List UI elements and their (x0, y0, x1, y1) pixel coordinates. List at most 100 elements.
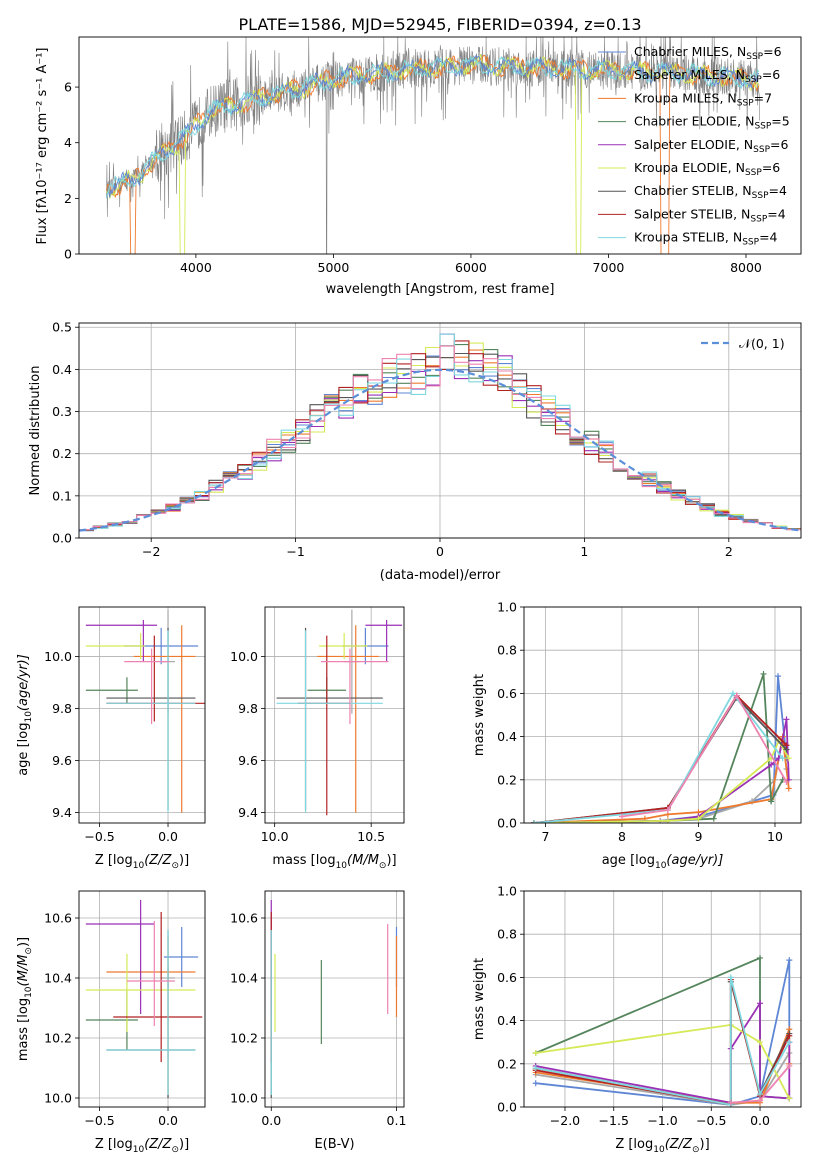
data-point-marker (768, 798, 775, 805)
data-point-marker (695, 815, 702, 822)
plot-area-spectrum (106, 37, 760, 254)
x-tick-label: 8 (618, 829, 626, 844)
x-tick-label: 10.5 (357, 829, 385, 844)
grid-age_vs_mass (265, 607, 404, 823)
x-tick-label: 1 (580, 544, 588, 559)
y-tick-label: 10.4 (44, 971, 72, 986)
panel-massweight_vs_age: 7 8 9 10 0.0 0.2 0.4 0.6 0.8 1.0 mass weight age [l… (472, 600, 802, 871)
x-tick-label: −0.5 (84, 829, 114, 844)
axes-frame (264, 890, 405, 1108)
errorbar-point-salpeter_stelib (113, 912, 203, 1062)
y-tick-label: 1.0 (497, 600, 517, 615)
grid-mass_vs_ebv (265, 891, 404, 1107)
y-tick-label: 0.4 (497, 1013, 517, 1028)
panel-age_vs_Z: −0.5 0.0 9.4 9.6 9.8 10.0 Z [log10(Z/Z⊙)] age [… (16, 606, 206, 871)
y-axis-label: Normed distribution (28, 366, 43, 496)
plot-area-mass_vs_ebv (270, 900, 398, 1098)
plot-area-residuals (79, 333, 801, 532)
y-tick-label: 10.4 (230, 971, 258, 986)
x-tick-label: 0.0 (158, 1113, 178, 1128)
y-tick-label: 0.0 (497, 1100, 517, 1115)
errorbar-point-kroupa_stelib (106, 930, 196, 1095)
panel-age_vs_mass: 10.0 10.5 9.4 9.6 9.8 10.0 mass [log10(M/M⊙)] (230, 606, 405, 871)
y-tick-label: 0.2 (497, 1056, 517, 1071)
y-tick-label: 10.0 (44, 649, 72, 664)
x-tick-label: 6000 (455, 260, 487, 275)
data-point-marker (786, 1062, 793, 1069)
axes-frame (264, 606, 405, 824)
grid-massweight_vs_age (524, 606, 801, 824)
panel-mass_vs_Z: −0.5 0.0 10.0 10.2 10.4 10.6 Z [log10(Z/Z⊙)] ma… (16, 890, 206, 1155)
x-tick-label: 0.0 (750, 1113, 770, 1128)
data-point-marker (786, 1032, 793, 1039)
x-tick-label: 7000 (593, 260, 625, 275)
y-tick-label: 0.0 (497, 816, 517, 831)
y-tick-label: 0.0 (52, 531, 72, 546)
y-tick-label: 10.6 (44, 911, 72, 926)
errorbar-point-kroupa_miles (133, 625, 196, 813)
y-tick-label: 0.1 (52, 488, 72, 503)
data-point-marker (532, 1050, 539, 1056)
errorbar-point-kroupa_stelib (106, 630, 196, 813)
data-point-marker (727, 1099, 734, 1106)
y-tick-label: 0.6 (497, 970, 517, 985)
errorbar-point-pink (320, 648, 389, 725)
y-tick-label: 9.6 (52, 753, 72, 768)
legend-label: Chabrier STELIB, NSSP=4 (634, 183, 787, 201)
errorbar-point-kroupa_elodie (85, 954, 196, 1032)
plot-area-mass_vs_Z (85, 900, 203, 1098)
y-tick-label: 9.6 (238, 753, 258, 768)
model-spectrum-kroupa_miles (106, 54, 760, 254)
y-tick-label: 10.0 (230, 649, 258, 664)
y-axis-label: age [log10(age/yr)] (16, 654, 34, 776)
data-point-marker (757, 1091, 764, 1098)
data-point-marker (618, 813, 625, 820)
data-point-marker (757, 1039, 764, 1046)
legend-label: Salpeter ELODIE, NSSP=6 (634, 137, 789, 155)
x-axis-label: wavelength [Angstrom, rest frame] (326, 282, 555, 297)
y-tick-label: 1.0 (497, 884, 517, 899)
series-line-kroupa_stelib (533, 691, 784, 823)
data-point-marker (530, 820, 537, 823)
x-tick-label: 7 (541, 829, 549, 844)
axes-frame (78, 606, 206, 824)
data-point-marker (779, 755, 786, 762)
x-tick-label: 9 (694, 829, 702, 844)
y-tick-label: 0.4 (52, 362, 72, 377)
errorbar-point-salpeter_elodie (85, 620, 158, 662)
x-tick-label: 8000 (730, 260, 762, 275)
x-tick-label: 10.0 (261, 829, 289, 844)
series-line-pink (621, 693, 788, 818)
y-tick-label: 0.2 (52, 446, 72, 461)
errorbar-point-chabrier_elodie (85, 677, 138, 704)
x-tick-label: −1.0 (647, 1113, 677, 1128)
x-tick-label: 5000 (318, 260, 350, 275)
grid-age_vs_Z (79, 607, 205, 823)
y-tick-label: 10.6 (230, 911, 258, 926)
series-line-salpeter_elodie (533, 719, 790, 823)
y-tick-label: 0.6 (497, 686, 517, 701)
x-tick-label: −0.5 (696, 1113, 726, 1128)
y-tick-label: 0.2 (497, 772, 517, 787)
data-point-marker (775, 673, 782, 680)
y-tick-label: 0.8 (497, 927, 517, 942)
plot-area-age_vs_Z (85, 609, 205, 813)
errorbar-point-pink (126, 921, 175, 1026)
legend-label: Kroupa MILES, NSSP=7 (634, 90, 772, 108)
x-axis-label: Z [log10(Z/Z⊙)] (95, 1137, 189, 1155)
errorbar-point-chabrier_elodie (85, 990, 138, 1050)
data-point-marker (733, 692, 740, 699)
errorbar-point-kroupa_elodie (85, 633, 145, 660)
y-tick-label: 0.8 (497, 643, 517, 658)
data-point-marker (785, 755, 792, 762)
normal-curve (79, 368, 801, 532)
model-spectrum-kroupa_elodie (106, 53, 760, 254)
data-point-marker (786, 957, 793, 964)
x-tick-label: 4000 (180, 260, 212, 275)
x-tick-label: −2.0 (550, 1113, 580, 1128)
legend-label: Kroupa ELODIE, NSSP=6 (634, 160, 780, 178)
x-tick-label: 2 (725, 544, 733, 559)
axes-frame (78, 36, 802, 255)
data-point-marker (757, 1097, 764, 1104)
axes-frame (523, 890, 802, 1108)
